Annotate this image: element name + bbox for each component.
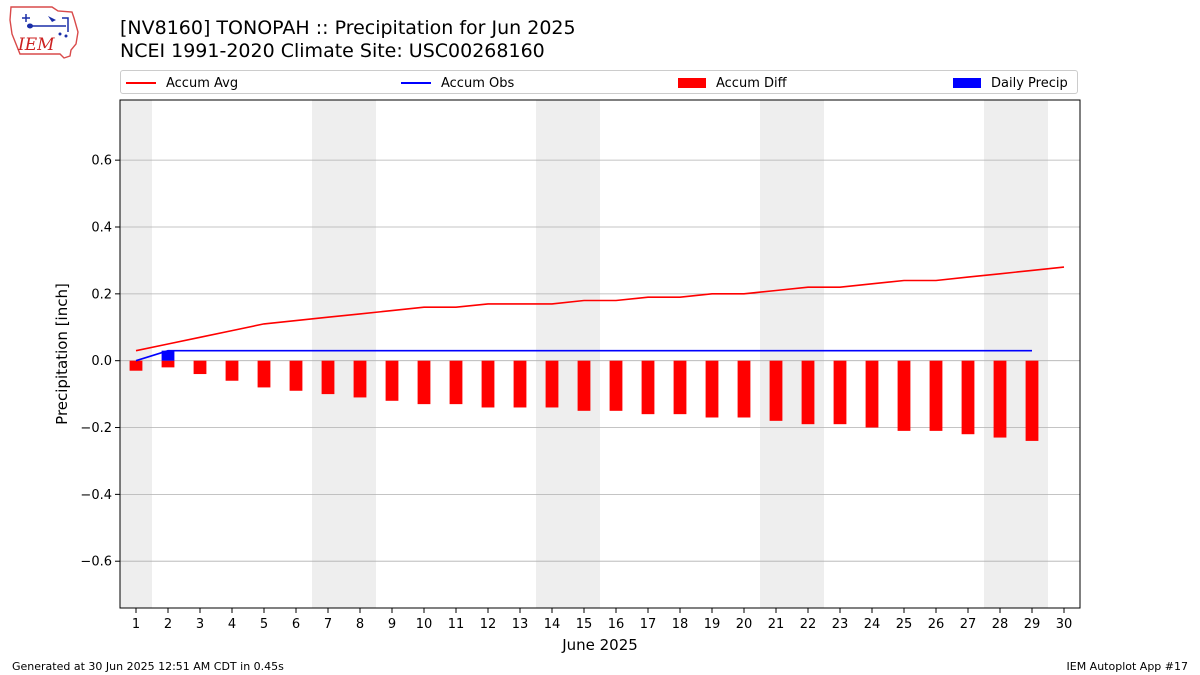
chart-subtitle: NCEI 1991-2020 Climate Site: USC00268160 — [120, 40, 545, 62]
bar-accum-diff — [353, 360, 367, 398]
x-tick-label: 21 — [768, 617, 785, 632]
bar-accum-diff — [193, 360, 207, 375]
y-tick-label: −0.6 — [80, 555, 112, 570]
bar-daily-precip — [161, 350, 175, 361]
x-tick-label: 25 — [896, 617, 913, 632]
bar-accum-diff — [225, 360, 239, 381]
footer-app-text: IEM Autoplot App #17 — [1066, 660, 1189, 673]
bar-accum-diff — [737, 360, 751, 418]
y-tick-label: 0.2 — [91, 287, 112, 302]
weekend-shade — [120, 100, 152, 608]
bar-accum-diff — [481, 360, 495, 408]
weekend-shade — [312, 100, 376, 608]
bar-accum-diff — [897, 360, 911, 431]
x-tick-label: 2 — [164, 617, 172, 632]
x-tick-label: 19 — [704, 617, 721, 632]
iem-logo: IEM — [9, 6, 79, 59]
chart-title: [NV8160] TONOPAH :: Precipitation for Ju… — [120, 17, 576, 39]
bar-accum-diff — [961, 360, 975, 435]
bar-accum-diff — [673, 360, 687, 415]
x-tick-label: 26 — [928, 617, 945, 632]
x-tick-label: 9 — [388, 617, 396, 632]
bar-accum-diff — [769, 360, 783, 421]
bar-accum-diff — [705, 360, 719, 418]
x-axis-label: June 2025 — [561, 636, 638, 654]
bar-accum-diff — [609, 360, 623, 411]
x-tick-label: 7 — [324, 617, 332, 632]
x-tick-label: 5 — [260, 617, 268, 632]
weekend-shade — [536, 100, 600, 608]
y-tick-label: 0.0 — [91, 354, 112, 369]
x-tick-label: 13 — [512, 617, 529, 632]
bar-accum-diff — [417, 360, 431, 405]
bar-accum-diff — [129, 360, 143, 371]
bar-accum-diff — [929, 360, 943, 431]
legend-swatch-daily-precip — [953, 78, 981, 88]
x-tick-label: 14 — [544, 617, 561, 632]
x-tick-label: 18 — [672, 617, 689, 632]
legend-label-accum-obs: Accum Obs — [441, 75, 515, 91]
x-tick-label: 15 — [576, 617, 593, 632]
x-tick-label: 8 — [356, 617, 364, 632]
bar-accum-diff — [577, 360, 591, 411]
legend-label-accum-avg: Accum Avg — [166, 75, 239, 91]
legend-item-accum-obs: Accum Obs — [401, 74, 514, 92]
y-axis-label: Precipitation [inch] — [53, 283, 71, 425]
x-tick-label: 16 — [608, 617, 625, 632]
legend-label-accum-diff: Accum Diff — [716, 75, 787, 91]
bar-accum-diff — [289, 360, 303, 391]
bar-accum-diff — [545, 360, 559, 408]
x-tick-label: 6 — [292, 617, 300, 632]
line-accum-obs — [135, 349, 1032, 362]
plot-frame — [119, 99, 1081, 609]
y-tick-label: 0.4 — [91, 221, 112, 236]
bar-accum-diff — [641, 360, 655, 415]
weekend-shade — [760, 100, 824, 608]
x-tick-label: 4 — [228, 617, 236, 632]
x-tick-label: 17 — [640, 617, 657, 632]
bar-accum-diff — [1025, 360, 1039, 441]
footer-generated-text: Generated at 30 Jun 2025 12:51 AM CDT in… — [12, 660, 284, 673]
y-tick-label: −0.4 — [80, 488, 112, 503]
legend-label-daily-precip: Daily Precip — [991, 75, 1068, 91]
y-tick-label: −0.2 — [80, 421, 112, 436]
bar-accum-diff — [385, 360, 399, 401]
legend-item-accum-diff: Accum Diff — [678, 74, 787, 92]
bar-accum-diff — [257, 360, 271, 388]
legend-item-daily-precip: Daily Precip — [953, 74, 1068, 92]
legend-swatch-accum-avg — [126, 82, 156, 84]
x-tick-label: 20 — [736, 617, 753, 632]
svg-text:IEM: IEM — [17, 35, 55, 55]
x-tick-label: 3 — [196, 617, 204, 632]
x-tick-label: 22 — [800, 617, 817, 632]
y-tick-label: 0.6 — [91, 154, 112, 169]
line-accum-avg — [135, 266, 1065, 352]
x-tick-label: 23 — [832, 617, 849, 632]
bar-accum-diff — [513, 360, 527, 408]
bar-accum-diff — [449, 360, 463, 405]
x-tick-label: 30 — [1056, 617, 1073, 632]
bar-accum-diff — [161, 360, 175, 368]
x-tick-label: 24 — [864, 617, 881, 632]
bar-accum-diff — [993, 360, 1007, 438]
x-tick-label: 10 — [416, 617, 433, 632]
bar-accum-diff — [865, 360, 879, 428]
legend-swatch-accum-obs — [401, 82, 431, 84]
bar-accum-diff — [801, 360, 815, 425]
legend-swatch-accum-diff — [678, 78, 706, 88]
x-tick-label: 28 — [992, 617, 1009, 632]
legend-item-accum-avg: Accum Avg — [126, 74, 238, 92]
x-tick-label: 11 — [448, 617, 465, 632]
x-tick-label: 12 — [480, 617, 497, 632]
x-tick-label: 27 — [960, 617, 977, 632]
weekend-shade — [984, 100, 1048, 608]
bar-accum-diff — [833, 360, 847, 425]
chart-legend: Accum Avg Accum Obs Accum Diff Daily Pre… — [120, 70, 1078, 94]
x-tick-label: 1 — [132, 617, 140, 632]
x-tick-label: 29 — [1024, 617, 1041, 632]
bar-accum-diff — [321, 360, 335, 395]
